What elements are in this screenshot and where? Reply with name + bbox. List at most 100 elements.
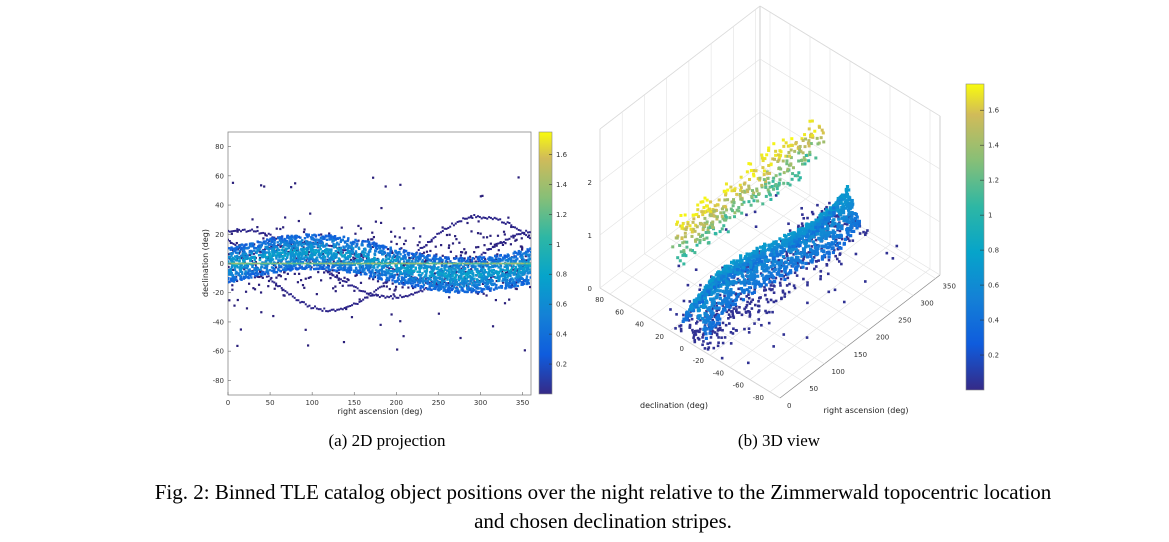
panel-a-band-point bbox=[489, 266, 492, 269]
panel-a-band-point bbox=[382, 266, 385, 269]
panel-b-point bbox=[736, 311, 739, 314]
panel-a-sparse-point bbox=[419, 235, 422, 238]
panel-a-band-point bbox=[508, 273, 511, 276]
panel-a-band-point bbox=[418, 277, 422, 281]
panel-a-band-point bbox=[472, 274, 475, 277]
panel-a-arc-point bbox=[341, 308, 344, 311]
panel-a-arc-point bbox=[432, 237, 435, 240]
panel-a-band-point bbox=[408, 258, 411, 262]
panel-a-band-point bbox=[327, 268, 330, 271]
panel-a-band-point bbox=[483, 259, 487, 263]
panel-a-band-point bbox=[228, 260, 230, 263]
panel-a-arc-point bbox=[358, 289, 361, 292]
panel-b-point bbox=[754, 225, 758, 229]
panel-a-band-point bbox=[444, 274, 447, 278]
panel-a-band-point bbox=[266, 245, 269, 249]
panel-a-equator-point bbox=[364, 262, 367, 265]
panel-a-band-point bbox=[437, 266, 440, 269]
panel-b-point bbox=[779, 277, 783, 281]
panel-a-arc-point bbox=[436, 283, 439, 286]
panel-b-point bbox=[769, 284, 773, 287]
panel-a-band-point bbox=[278, 265, 281, 268]
panel-a-band-point bbox=[353, 241, 356, 244]
panel-a-ylabel: declination (deg) bbox=[201, 229, 210, 297]
panel-a-sparse-point bbox=[343, 276, 346, 279]
panel-a-band-point bbox=[406, 274, 410, 277]
panel-a-band-point bbox=[450, 288, 454, 292]
panel-a-arc-point bbox=[291, 295, 294, 298]
panel-a-band-point bbox=[392, 276, 395, 280]
panel-b-point bbox=[833, 225, 837, 228]
panel-a-equator-point bbox=[391, 262, 394, 265]
panel-a-sparse-point bbox=[517, 176, 520, 179]
panel-a-band-point bbox=[452, 285, 455, 289]
panel-a-band-point bbox=[312, 249, 315, 252]
panel-b-point bbox=[758, 296, 761, 300]
panel-a-band-point bbox=[263, 250, 266, 253]
panel-a-band-point bbox=[455, 279, 458, 283]
panel-a-equator-point bbox=[309, 262, 312, 265]
panel-a-band-point bbox=[403, 253, 407, 257]
panel-b-point bbox=[718, 323, 721, 327]
panel-b-point bbox=[731, 282, 735, 286]
panel-a-band-point bbox=[432, 267, 436, 270]
panel-a-band-point bbox=[289, 252, 292, 255]
panel-a-arc-point bbox=[373, 290, 376, 293]
panel-a-band-point bbox=[287, 265, 290, 268]
panel-a-band-point bbox=[434, 287, 437, 291]
panel-b-point bbox=[779, 262, 783, 266]
panel-a-band-point bbox=[400, 276, 404, 279]
panel-a-band-point bbox=[292, 240, 296, 244]
panel-a-arc-point bbox=[271, 280, 274, 283]
panel-a-sparse-point bbox=[262, 237, 265, 240]
panel-b-point bbox=[827, 242, 831, 246]
panel-a-band-point bbox=[504, 259, 507, 262]
panel-a-band-point bbox=[251, 244, 255, 247]
panel-a-band-point bbox=[297, 244, 300, 247]
panel-a-band-point bbox=[337, 263, 340, 267]
panel-a-arc-point bbox=[295, 299, 298, 302]
panel-a-arc-point bbox=[251, 228, 254, 231]
panel-a-sparse-point bbox=[317, 271, 320, 274]
panel-a-band-point bbox=[299, 243, 302, 246]
panel-b-point bbox=[846, 233, 850, 237]
panel-a-band-point bbox=[314, 251, 318, 255]
panel-a-equator-point bbox=[451, 262, 454, 265]
panel-a-arc-point bbox=[362, 256, 365, 259]
panel-b-point bbox=[729, 264, 733, 268]
panel-a-equator-point bbox=[267, 262, 270, 265]
panel-a-arc-point bbox=[249, 229, 252, 232]
panel-a-equator-point bbox=[334, 262, 337, 265]
panel-a-x-tick-label: 100 bbox=[305, 399, 318, 407]
panel-a-band-point bbox=[289, 269, 292, 272]
panel-a-equator-point bbox=[435, 262, 438, 265]
panel-a-band-point bbox=[311, 234, 314, 237]
panel-a-band-point bbox=[451, 277, 455, 280]
panel-b-point bbox=[753, 282, 758, 286]
panel-a-band-point bbox=[265, 255, 269, 259]
panel-a-band-point bbox=[358, 265, 361, 269]
panel-a-band-point bbox=[416, 279, 419, 282]
panel-a-band-point bbox=[432, 263, 436, 266]
panel-a-band-point bbox=[471, 272, 475, 275]
panel-a-band-point bbox=[231, 256, 235, 260]
panel-a-band-point bbox=[345, 243, 349, 246]
panel-a-band-point bbox=[251, 242, 255, 245]
panel-a-band-point bbox=[451, 287, 454, 290]
panel-a-band-point bbox=[447, 290, 450, 293]
panel-a-band-point bbox=[234, 251, 238, 254]
panel-b-point bbox=[714, 273, 718, 277]
panel-a-band-point bbox=[397, 276, 400, 280]
panel-a-band-point bbox=[366, 253, 369, 256]
panel-a-sparse-point bbox=[353, 289, 356, 292]
panel-a-band-point bbox=[465, 281, 468, 285]
panel-b-point bbox=[729, 331, 733, 334]
panel-a-band-point bbox=[285, 236, 289, 239]
panel-a-sparse-point bbox=[481, 194, 484, 197]
panel-a-band-point bbox=[232, 250, 236, 253]
panel-a-equator-point bbox=[324, 262, 327, 265]
panel-a-band-point bbox=[512, 278, 515, 281]
panel-a-band-point bbox=[478, 264, 481, 268]
panel-b-point bbox=[715, 333, 719, 337]
panel-a-band-point bbox=[504, 280, 507, 284]
